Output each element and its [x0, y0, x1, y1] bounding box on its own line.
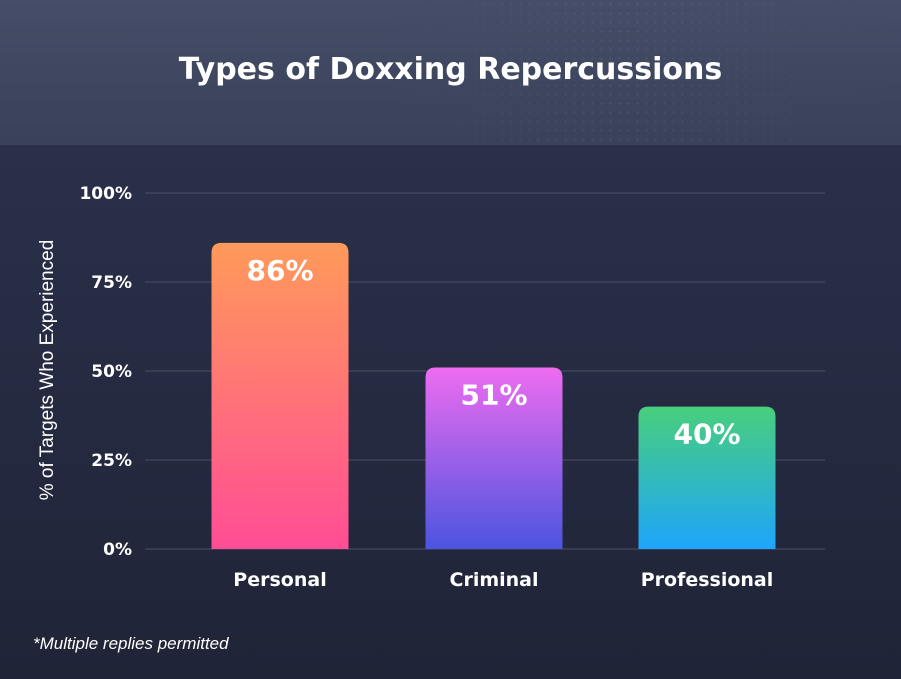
bar-professional	[638, 406, 776, 549]
x-tick-label: Personal	[233, 569, 326, 591]
data-label: 40%	[673, 418, 740, 451]
x-tick-label: Professional	[641, 569, 774, 591]
data-label: 51%	[460, 378, 527, 411]
x-axis-ticks: Personal Criminal Professional	[233, 569, 773, 591]
footnote: *Multiple replies permitted	[33, 634, 229, 653]
data-labels: 86% 51% 40%	[246, 254, 740, 451]
y-axis-label: % of Targets Who Experienced	[37, 240, 58, 501]
chart-header: Types of Doxxing Repercussions	[0, 0, 901, 145]
x-tick-label: Criminal	[450, 569, 539, 591]
y-tick-label: 100%	[79, 184, 132, 204]
bars	[211, 242, 776, 549]
bar-personal	[211, 242, 349, 549]
data-label: 86%	[246, 254, 313, 287]
dot-pattern-decoration	[381, 0, 901, 145]
chart-title: Types of Doxxing Repercussions	[178, 52, 723, 87]
y-tick-label: 75%	[91, 273, 132, 293]
y-tick-label: 0%	[103, 540, 132, 560]
y-tick-label: 50%	[91, 362, 132, 382]
bar-criminal	[425, 367, 563, 549]
y-axis-ticks: 0% 25% 50% 75% 100%	[79, 184, 132, 560]
y-tick-label: 25%	[91, 451, 132, 471]
